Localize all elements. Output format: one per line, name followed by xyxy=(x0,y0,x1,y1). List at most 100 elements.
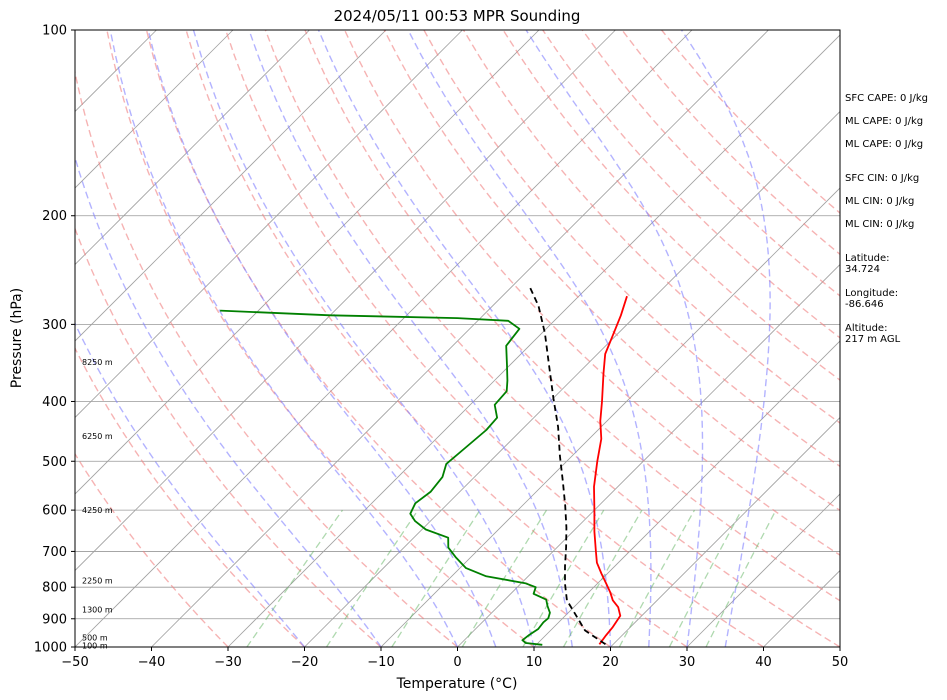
x-tick-label: −10 xyxy=(367,655,394,670)
height-label: 4250 m xyxy=(82,506,113,515)
mixing-ratio-line xyxy=(522,509,605,647)
x-tick-label: −40 xyxy=(138,655,165,670)
moist-adiabat-line xyxy=(680,30,771,647)
y-tick-label: 900 xyxy=(42,612,67,627)
x-tick-label: 0 xyxy=(453,655,461,670)
x-axis-label: Temperature (°C) xyxy=(396,676,518,692)
x-tick-label: 50 xyxy=(832,655,849,670)
x-tick-label: −50 xyxy=(61,655,88,670)
background-lines xyxy=(75,30,840,647)
mixing-ratio-line xyxy=(668,509,743,647)
isotherm-line xyxy=(610,416,840,647)
isotherm-line xyxy=(380,187,840,647)
sfc-cin-text: SFC CIN: 0 J/kg xyxy=(845,173,920,184)
y-tick-label: 300 xyxy=(42,318,67,333)
mixing-ratio-line xyxy=(618,509,696,647)
altitude-value: 217 m AGL xyxy=(845,334,901,345)
latitude-value: 34.724 xyxy=(845,264,880,275)
longitude-value: -86.646 xyxy=(845,299,884,310)
isotherm-line xyxy=(75,30,387,342)
moist-adiabat-line xyxy=(75,321,306,647)
mixing-ratio-line xyxy=(562,509,643,647)
dry-adiabat-line xyxy=(75,452,229,647)
moist-adiabat-line xyxy=(525,30,704,647)
y-tick-label: 1000 xyxy=(34,641,67,656)
dry-adiabat-line xyxy=(343,30,840,556)
y-axis-label: Pressure (hPa) xyxy=(9,288,25,388)
isotherm-line xyxy=(533,340,840,647)
dry-adiabat-line xyxy=(423,30,840,468)
moist-adiabat-line xyxy=(248,30,573,647)
dry-adiabat-line xyxy=(75,226,382,647)
height-label: 8250 m xyxy=(82,358,113,367)
x-tick-label: 10 xyxy=(526,655,543,670)
height-label: 6250 m xyxy=(82,432,113,441)
x-tick-label: 20 xyxy=(602,655,619,670)
dry-adiabat-line xyxy=(75,68,458,647)
dry-adiabat-line xyxy=(185,30,688,647)
chart-title: 2024/05/11 00:53 MPR Sounding xyxy=(334,7,581,25)
y-tick-label: 600 xyxy=(42,504,67,519)
moist-adiabat-line xyxy=(407,30,652,647)
ml-cape-text-2: ML CAPE: 0 J/kg xyxy=(845,139,924,150)
y-tick-label: 800 xyxy=(42,581,67,596)
moist-adiabat-line xyxy=(75,155,382,647)
y-axis-ticks: 100 200 300 400 500 600 700 800 900 1000 xyxy=(34,24,75,656)
isotherm-line xyxy=(304,110,840,647)
mixing-ratio-line xyxy=(325,509,419,647)
mixing-ratio-line xyxy=(705,509,777,647)
isotherm-line xyxy=(75,30,540,495)
height-label: 2250 m xyxy=(82,576,113,585)
isotherm-line xyxy=(457,263,840,647)
moist-adiabat-line xyxy=(317,30,612,647)
dry-adiabat-line xyxy=(225,30,764,647)
latitude-label: Latitude: xyxy=(845,253,890,264)
x-axis-ticks: −50 −40 −30 −20 −10 0 10 20 30 40 50 xyxy=(61,647,848,670)
dry-adiabat-line xyxy=(264,30,840,647)
dry-adiabat-line xyxy=(304,30,840,602)
ml-cin-text: ML CIN: 0 J/kg xyxy=(845,196,915,207)
dry-adiabat-line xyxy=(581,30,840,297)
temperature-profile-line xyxy=(593,295,628,645)
y-tick-label: 100 xyxy=(42,24,67,39)
mixing-ratio-line xyxy=(461,509,548,647)
y-tick-label: 700 xyxy=(42,545,67,560)
ml-cape-text: ML CAPE: 0 J/kg xyxy=(845,116,924,127)
x-tick-label: 30 xyxy=(679,655,696,670)
mixing-ratio-line xyxy=(391,509,481,647)
moist-adiabat-line xyxy=(147,30,497,647)
isotherm-line xyxy=(227,34,840,647)
x-tick-label: 40 xyxy=(755,655,772,670)
height-label: 500 m xyxy=(82,633,108,642)
ml-cin-text-2: ML CIN: 0 J/kg xyxy=(845,219,915,230)
dry-adiabat-line xyxy=(502,30,840,382)
sfc-cape-text: SFC CAPE: 0 J/kg xyxy=(845,93,928,104)
altitude-label: Altitude: xyxy=(845,323,888,334)
moist-adiabat-line xyxy=(192,30,535,647)
dry-adiabat-line xyxy=(145,30,611,647)
data-series xyxy=(220,285,628,646)
dry-adiabat-line xyxy=(75,346,305,647)
isotherm-line xyxy=(75,30,234,189)
dry-adiabat-line xyxy=(542,30,840,339)
longitude-label: Longitude: xyxy=(845,288,899,299)
height-label: 100 m xyxy=(82,642,108,651)
isotherm-line xyxy=(75,30,310,266)
isotherm-line xyxy=(75,30,693,647)
dry-adiabat-line xyxy=(106,30,535,647)
moist-adiabat-line xyxy=(109,30,459,647)
x-tick-label: −20 xyxy=(291,655,318,670)
dewpoint-profile-line xyxy=(220,309,551,646)
parcel-profile-line xyxy=(528,285,607,646)
isotherm-line xyxy=(686,493,840,647)
x-tick-label: −30 xyxy=(214,655,241,670)
mixing-ratio-line xyxy=(246,509,344,647)
dry-adiabat-line xyxy=(462,30,840,424)
isotherm-line xyxy=(75,30,463,419)
y-tick-label: 400 xyxy=(42,395,67,410)
y-tick-label: 200 xyxy=(42,209,67,224)
y-tick-label: 500 xyxy=(42,455,67,470)
height-label: 1300 m xyxy=(82,606,113,615)
